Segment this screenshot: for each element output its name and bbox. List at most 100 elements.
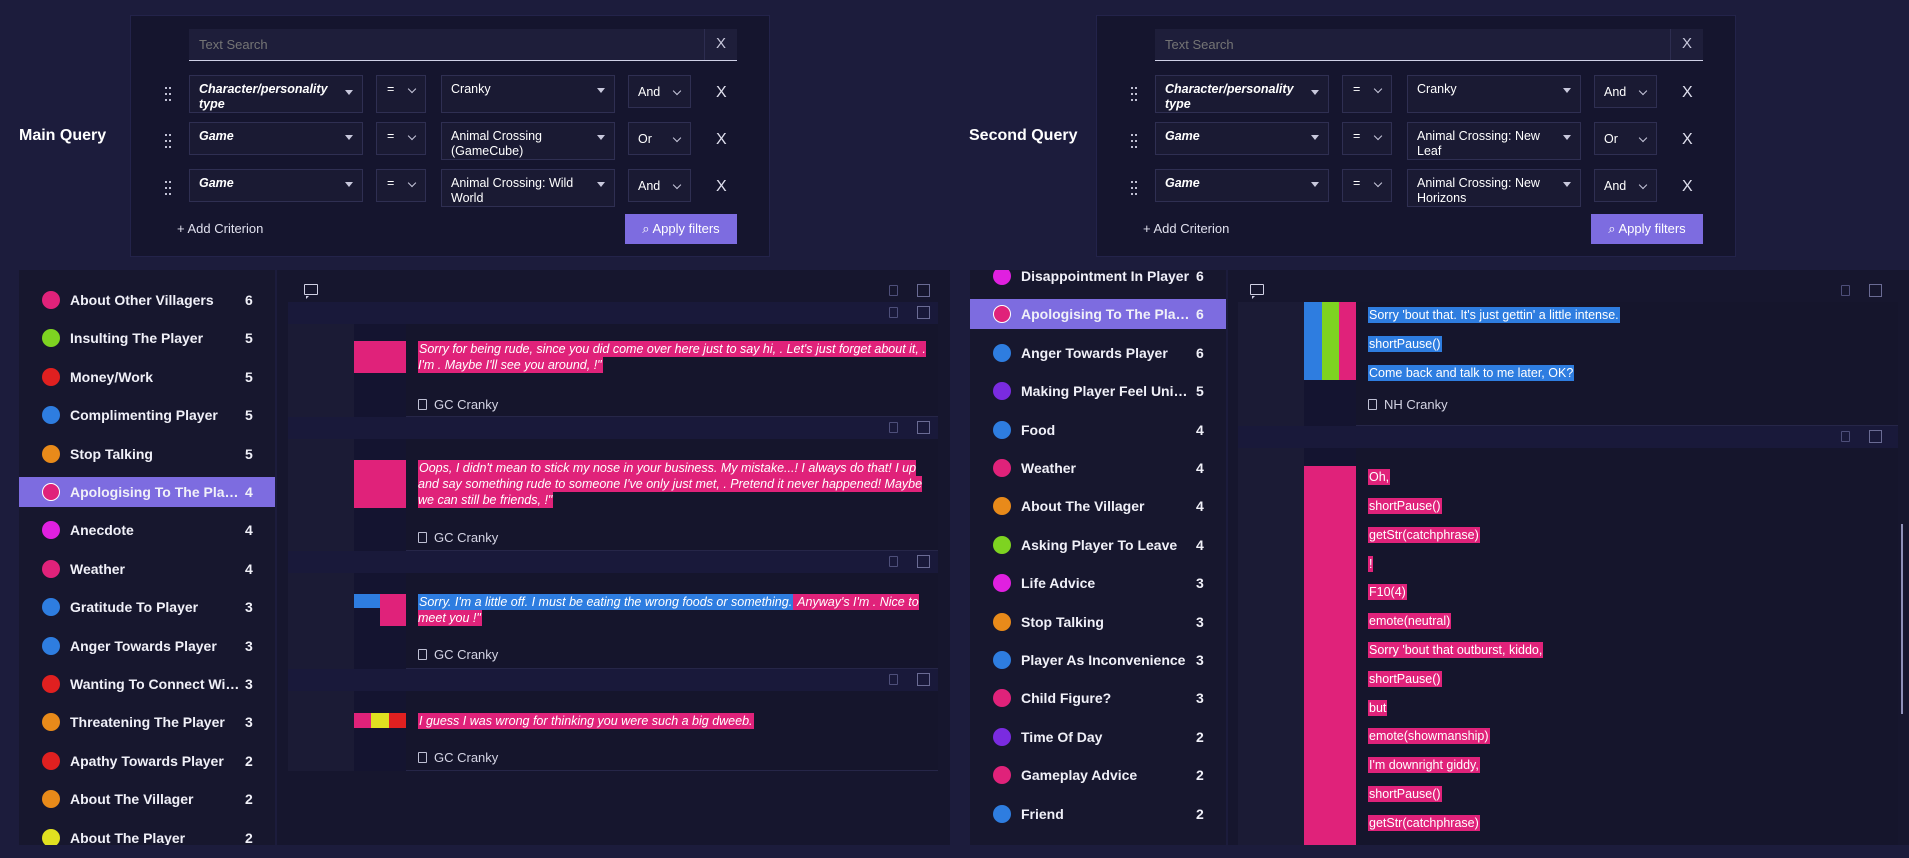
category-item[interactable]: About The Villager 2 [19,784,275,814]
main-search-input[interactable] [189,29,704,60]
category-item[interactable]: Gratitude To Player 3 [19,592,275,622]
second-search-clear-icon[interactable]: X [1670,29,1703,60]
add-criterion-button[interactable]: + Add Criterion [1143,221,1230,236]
row-checkbox[interactable] [1869,430,1882,443]
row-checkbox[interactable] [917,673,930,686]
category-item[interactable]: Making Player Feel Unique 5 [970,376,1226,406]
category-item[interactable]: Weather 4 [970,453,1226,483]
category-item[interactable]: About The Villager 4 [970,491,1226,521]
copy-icon[interactable] [889,674,898,685]
category-item[interactable]: Child Figure? 3 [970,683,1226,713]
row-checkbox[interactable] [917,421,930,434]
category-item[interactable]: Stop Talking 3 [970,607,1226,637]
category-color-dot [42,329,60,348]
delete-criterion-icon[interactable]: X [1682,84,1693,101]
criterion-value-select[interactable]: Animal Crossing (GameCube) [441,122,615,160]
copy-icon[interactable] [1841,285,1850,296]
category-item[interactable]: Life Advice 3 [970,568,1226,598]
category-label: Stop Talking [70,445,153,462]
chat-icon[interactable] [1250,284,1264,299]
category-item[interactable]: Player As Inconvenience 3 [970,645,1226,675]
delete-criterion-icon[interactable]: X [716,84,727,101]
delete-criterion-icon[interactable]: X [1682,131,1693,148]
category-item[interactable]: Money/Work 5 [19,362,275,392]
results-scrollbar[interactable] [1901,524,1903,714]
drag-handle-icon[interactable] [1131,87,1137,103]
criterion-value-select[interactable]: Cranky [1407,75,1581,113]
category-item[interactable]: Weather 4 [19,554,275,584]
criterion-joiner-select[interactable]: Or [628,122,691,155]
criterion-operator-select[interactable]: = [1342,122,1392,155]
second-search-input[interactable] [1155,29,1670,60]
category-count: 4 [245,484,253,500]
row-checkbox[interactable] [917,306,930,319]
category-item[interactable]: Food 4 [970,415,1226,445]
category-item[interactable]: Friend 2 [970,799,1226,829]
category-item[interactable]: Disappointment In Player 6 [970,270,1226,291]
drag-handle-icon[interactable] [165,181,171,197]
category-label: About Other Villagers [70,292,214,308]
category-item[interactable]: Anger Towards Player 3 [19,631,275,661]
criterion-field-select[interactable]: Game [189,122,363,155]
copy-icon[interactable] [889,285,898,296]
category-item[interactable]: Asking Player To Leave 4 [970,530,1226,560]
criterion-value-select[interactable]: Cranky [441,75,615,113]
category-item[interactable]: About The Player 2 [19,823,275,845]
delete-criterion-icon[interactable]: X [716,131,727,148]
category-item[interactable]: Time Of Day 2 [970,722,1226,752]
drag-handle-icon[interactable] [1131,181,1137,197]
category-item[interactable]: Complimenting Player 5 [19,400,275,430]
criterion-operator-select[interactable]: = [1342,75,1392,113]
apply-filters-button[interactable]: ⌕ Apply filters [1591,214,1703,244]
criterion-field-select[interactable]: Character/personality type [189,75,363,113]
drag-handle-icon[interactable] [165,87,171,103]
right-category-list[interactable]: Disappointment In Player 6 Apologising To … [970,270,1226,845]
criterion-field-select[interactable]: Game [189,169,363,202]
criterion-value-select[interactable]: Animal Crossing: New Horizons [1407,169,1581,207]
main-search-clear-icon[interactable]: X [704,29,737,60]
category-item[interactable]: Anger Towards Player 6 [970,338,1226,368]
criterion-joiner-select[interactable]: And [628,75,691,108]
category-color-dot [993,497,1011,516]
row-checkbox[interactable] [917,555,930,568]
category-item[interactable]: Gameplay Advice 2 [970,760,1226,790]
apply-filters-button[interactable]: ⌕ Apply filters [625,214,737,244]
chat-icon[interactable] [304,284,318,299]
copy-icon[interactable] [1841,431,1850,442]
select-all-checkbox[interactable] [1869,284,1882,297]
drag-handle-icon[interactable] [165,134,171,150]
caret-down-icon [1563,88,1571,93]
criterion-operator-select[interactable]: = [376,169,426,202]
criterion-field-select[interactable]: Game [1155,169,1329,202]
category-item[interactable]: Threatening The Player 3 [19,707,275,737]
criterion-operator-select[interactable]: = [1342,169,1392,202]
criterion-field-select[interactable]: Game [1155,122,1329,155]
delete-criterion-icon[interactable]: X [716,178,727,195]
category-item[interactable]: Apologising To The Player 4 [19,477,275,507]
category-item[interactable]: About Other Villagers 6 [19,285,275,315]
criterion-operator-select[interactable]: = [376,122,426,155]
criterion-joiner-select[interactable]: And [628,169,691,202]
copy-icon[interactable] [889,307,898,318]
delete-criterion-icon[interactable]: X [1682,178,1693,195]
criterion-joiner-select[interactable]: Or [1594,122,1657,155]
left-category-list[interactable]: About Other Villagers 6 Insulting The Play… [19,270,275,845]
criterion-joiner-select[interactable]: And [1594,169,1657,202]
criterion-joiner-select[interactable]: And [1594,75,1657,108]
criterion-field-select[interactable]: Character/personality type [1155,75,1329,113]
drag-handle-icon[interactable] [1131,134,1137,150]
category-item[interactable]: Insulting The Player 5 [19,323,275,353]
category-item[interactable]: Apologising To The Player 6 [970,299,1226,330]
criterion-value-select[interactable]: Animal Crossing: New Leaf [1407,122,1581,160]
copy-icon[interactable] [889,422,898,433]
select-all-checkbox[interactable] [917,284,930,297]
copy-icon[interactable] [889,556,898,567]
category-item[interactable]: Stop Talking 5 [19,439,275,469]
category-item[interactable]: Apathy Towards Player 2 [19,746,275,776]
criterion-operator-select[interactable]: = [376,75,426,113]
add-criterion-button[interactable]: + Add Criterion [177,221,264,236]
category-item[interactable]: Anecdote 4 [19,515,275,545]
category-count: 6 [1196,344,1204,361]
criterion-value-select[interactable]: Animal Crossing: Wild World [441,169,615,207]
